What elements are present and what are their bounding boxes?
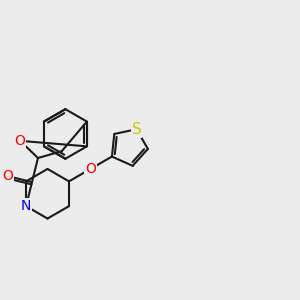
Text: O: O bbox=[85, 162, 96, 176]
Text: O: O bbox=[15, 134, 26, 148]
Text: N: N bbox=[21, 199, 31, 213]
Text: S: S bbox=[132, 122, 141, 137]
Text: O: O bbox=[2, 169, 14, 183]
